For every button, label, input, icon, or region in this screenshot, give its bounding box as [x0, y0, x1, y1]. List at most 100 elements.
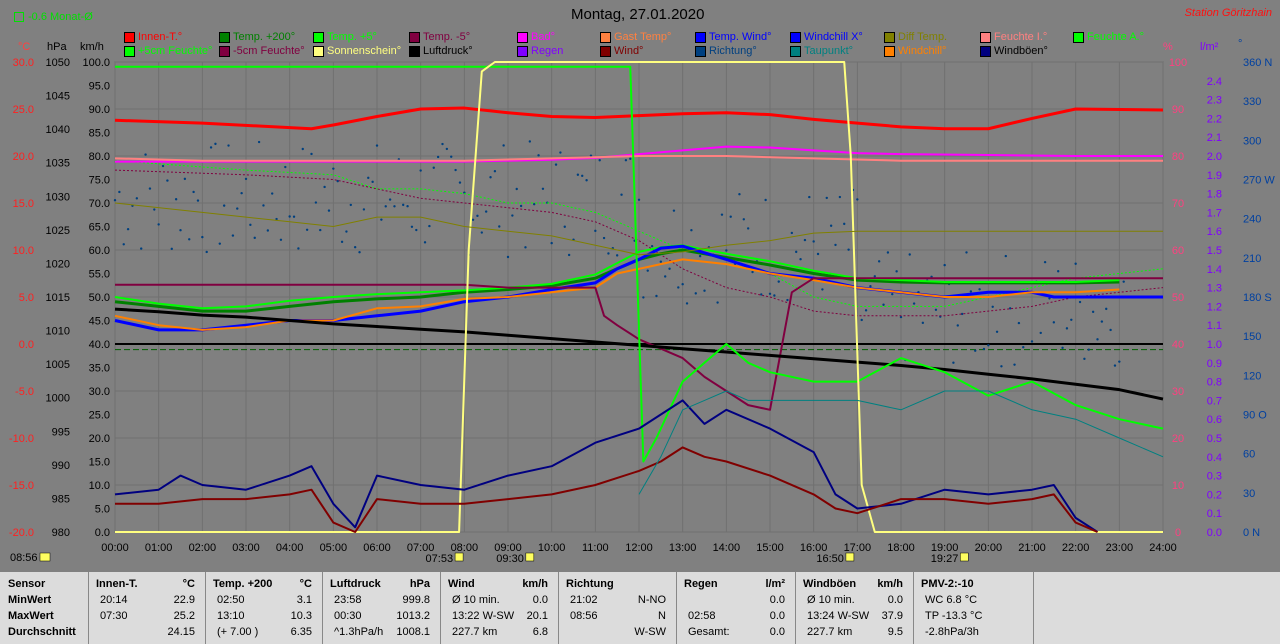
legend-item[interactable]: Temp. Wind° [695, 31, 771, 43]
direction-tick-label: 360 N [1243, 57, 1272, 69]
legend-label: Regen [531, 45, 564, 57]
radiation-tick-label: 2.4 [1207, 76, 1222, 88]
legend-label: +5cm Feuchte° [138, 45, 213, 57]
wind-tick-label: 30.0 [89, 386, 110, 398]
legend-swatch [600, 31, 611, 43]
stats-cell-label: 227.7 km [807, 626, 853, 638]
stats-cell-value: 24.15 [167, 626, 195, 638]
direction-point [476, 214, 479, 218]
direction-point [222, 204, 226, 207]
direction-point [995, 330, 999, 334]
direction-point [891, 292, 894, 296]
legend-item[interactable]: Windböen° [980, 45, 1048, 57]
direction-point [1074, 262, 1077, 265]
direction-point [275, 217, 278, 221]
direction-point [161, 164, 165, 168]
direction-point [934, 308, 938, 311]
pressure-tick-label: 1000 [46, 393, 70, 405]
direction-point [598, 159, 601, 162]
legend-item[interactable]: Innen-T.° [124, 31, 182, 43]
legend-swatch [884, 31, 895, 43]
legend-item[interactable]: Richtung° [695, 45, 757, 57]
direction-point [764, 198, 767, 202]
wind-tick-label: 5.0 [95, 504, 110, 516]
direction-point [952, 361, 955, 364]
humidity-tick-label: 80 [1172, 151, 1184, 163]
legend-item[interactable]: Feuchte A.° [1073, 31, 1144, 43]
stats-row-labels: Sensor MinWert MaxWert Durchschnitt [0, 572, 89, 644]
sun-marker-icon [525, 552, 535, 562]
direction-point [799, 258, 802, 261]
humidity-tick-label: 70 [1172, 198, 1184, 210]
legend-item[interactable]: Temp. +200° [219, 31, 295, 43]
legend-item[interactable]: Windchill X° [790, 31, 863, 43]
direction-point [637, 198, 641, 201]
stats-cell-value: W-SW [634, 626, 666, 638]
stats-cell-label: 21:02 [570, 594, 598, 606]
direction-point [153, 208, 156, 211]
legend-label: Windchill X° [804, 31, 863, 43]
pressure-tick-label: 1020 [46, 258, 70, 270]
x-tick-label: 08:00 [451, 542, 479, 554]
radiation-tick-label: 0.5 [1207, 433, 1222, 445]
radiation-tick-label: 1.8 [1207, 189, 1222, 201]
direction-point [629, 157, 632, 160]
stats-cell-label: 23:58 [334, 594, 362, 606]
wind-tick-label: 85.0 [89, 128, 110, 140]
direction-tick-label: 60 [1243, 449, 1255, 461]
stats-column: Windböen km/h Ø 10 min. 0.0 13:24 W-SW 37.9 22… [795, 572, 914, 644]
direction-point [367, 176, 370, 180]
x-tick-label: 05:00 [320, 542, 348, 554]
legend-item[interactable]: Luftdruck° [409, 45, 473, 57]
direction-point [1022, 345, 1025, 349]
direction-point [803, 238, 807, 242]
direction-point [655, 294, 658, 298]
direction-point [576, 173, 580, 176]
x-tick-label: 03:00 [232, 542, 260, 554]
legend-item[interactable]: Bad° [517, 31, 555, 43]
direction-point [869, 285, 872, 288]
wind-tick-label: 75.0 [89, 175, 110, 187]
direction-point [607, 252, 610, 255]
direction-point [148, 187, 152, 190]
legend-item[interactable]: Temp. -5° [409, 31, 470, 43]
legend-item[interactable]: Wind° [600, 45, 643, 57]
legend-item[interactable]: -5cm Feuchte° [219, 45, 305, 57]
legend-item[interactable]: Sonnenschein° [313, 45, 401, 57]
series-line [115, 145, 1163, 163]
legend-item[interactable]: Gast Temp° [600, 31, 671, 43]
x-tick-label: 19:00 [931, 542, 959, 554]
radiation-tick-label: 0.9 [1207, 358, 1222, 370]
direction-point [860, 318, 863, 322]
legend-label: Feuchte A.° [1087, 31, 1144, 43]
direction-tick-label: 270 W [1243, 175, 1275, 187]
legend-item[interactable]: +5cm Feuchte° [124, 45, 212, 57]
radiation-tick-label: 1.1 [1207, 320, 1222, 332]
legend-item[interactable]: Feuchte I.° [980, 31, 1047, 43]
stats-cell-value: 9.5 [887, 626, 903, 638]
legend-swatch [219, 45, 230, 57]
unit-temp: °C [18, 41, 31, 53]
legend-item[interactable]: Diff Temp. [884, 31, 947, 43]
direction-point [498, 225, 501, 228]
direction-point [602, 236, 606, 240]
legend-item[interactable]: Taupunkt° [790, 45, 853, 57]
legend-item[interactable]: Temp. +5° [313, 31, 377, 43]
direction-point [1118, 360, 1121, 363]
legend-item[interactable]: Regen [517, 45, 563, 57]
direction-tick-label: 330 [1243, 96, 1261, 108]
x-tick-label: 23:00 [1106, 542, 1134, 554]
direction-point [262, 204, 265, 207]
legend-swatch [409, 45, 420, 57]
x-tick-label: 22:00 [1062, 542, 1090, 554]
legend-swatch [517, 31, 528, 43]
legend-item[interactable]: Windchill° [884, 45, 946, 57]
x-tick-label: 00:00 [101, 542, 129, 554]
sun-marker-icon [845, 552, 855, 562]
humidity-tick-label: 100 [1169, 57, 1187, 69]
pressure-tick-label: 1035 [46, 158, 70, 170]
direction-point [279, 238, 283, 241]
wind-tick-label: 65.0 [89, 222, 110, 234]
direction-point [585, 179, 588, 182]
stats-cell-value: 0.0 [769, 594, 785, 606]
